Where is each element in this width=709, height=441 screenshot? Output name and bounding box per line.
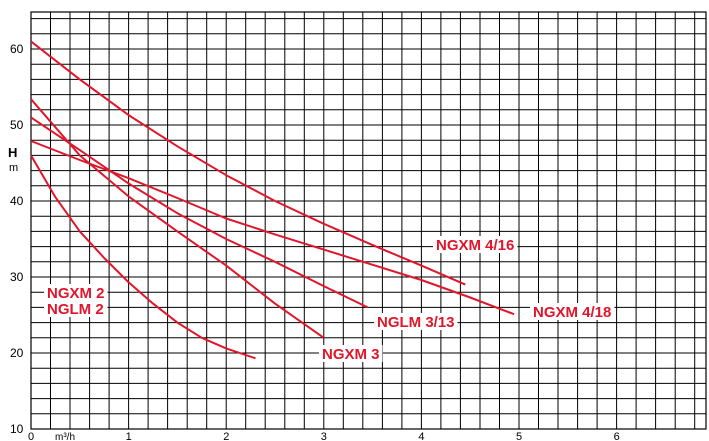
x-tick-label: 1: [126, 431, 132, 441]
chart-grid: [31, 12, 706, 429]
y-tick-label: 20: [10, 346, 24, 360]
series-label-1: NGXM 4/18: [530, 303, 615, 321]
series-label-background: [319, 345, 383, 362]
plot-frame: [30, 11, 707, 430]
y-tick-label: 30: [10, 270, 24, 284]
series-label-3: NGXM 3: [319, 345, 383, 363]
series-label-0: NGXM 4/16: [433, 236, 518, 254]
x-tick-label: 2: [223, 431, 229, 441]
y-axis-ticks: 10 20 30 40 50 60: [10, 42, 24, 436]
series-line-3: [30, 98, 325, 339]
y-tick-label: 60: [10, 42, 24, 56]
x-tick-label: 0: [28, 431, 34, 441]
series-label-text: NGXM 4/16: [436, 237, 514, 254]
series-label-text: NGXM 2: [47, 285, 105, 302]
y-tick-label: 50: [10, 118, 24, 132]
plot-border: [30, 11, 707, 430]
series-lines: [30, 40, 515, 360]
series-label-2: NGLM 3/13: [374, 313, 458, 331]
series-label-background: [374, 313, 458, 330]
series-label-text: NGLM 3/13: [377, 314, 455, 331]
series-label-background: [44, 284, 108, 317]
series-labels: NGXM 4/16 NGXM 4/18 NGLM 3/13 NGXM 3 NGXM 2N…: [44, 236, 615, 363]
series-line-0: [30, 40, 466, 286]
x-tick-label: 6: [614, 431, 620, 441]
series-label-text: NGLM 2: [47, 301, 104, 318]
y-axis-unit: m: [9, 162, 18, 174]
x-tick-label: 5: [516, 431, 522, 441]
x-axis-unit: m³/h: [55, 432, 75, 441]
series-label-background: [530, 303, 615, 320]
series-label-text: NGXM 4/18: [533, 304, 611, 321]
y-tick-label: 10: [10, 422, 24, 436]
y-axis-label: H: [8, 145, 17, 160]
y-tick-label: 40: [10, 194, 24, 208]
x-axis-ticks: 0 1 2 3 4 5 6: [28, 431, 620, 441]
series-label-background: [433, 236, 518, 253]
series-line-4: [30, 154, 256, 360]
x-tick-label: 4: [418, 431, 424, 441]
x-tick-label: 3: [321, 431, 327, 441]
series-label-text: NGXM 3: [322, 346, 380, 363]
series-line-2: [30, 116, 369, 309]
